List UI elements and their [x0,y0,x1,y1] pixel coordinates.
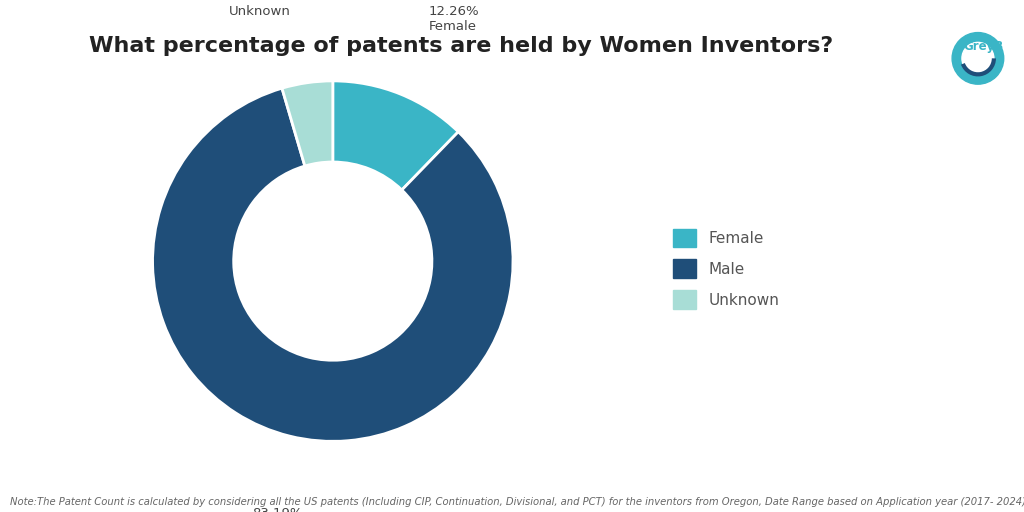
Legend: Female, Male, Unknown: Female, Male, Unknown [657,214,795,324]
Circle shape [952,33,1004,84]
Wedge shape [153,88,513,441]
Text: 4.55%
Unknown: 4.55% Unknown [229,0,291,18]
Text: Note:The Patent Count is calculated by considering all the US patents (Including: Note:The Patent Count is calculated by c… [10,497,1024,507]
Text: 12.26%
Female: 12.26% Female [428,5,479,33]
Wedge shape [333,81,459,190]
Wedge shape [282,81,333,166]
Circle shape [962,42,994,74]
Text: What percentage of patents are held by Women Inventors?: What percentage of patents are held by W… [89,36,833,56]
Text: 83.19%
Male: 83.19% Male [252,507,303,512]
Text: GreyB: GreyB [963,39,1004,53]
